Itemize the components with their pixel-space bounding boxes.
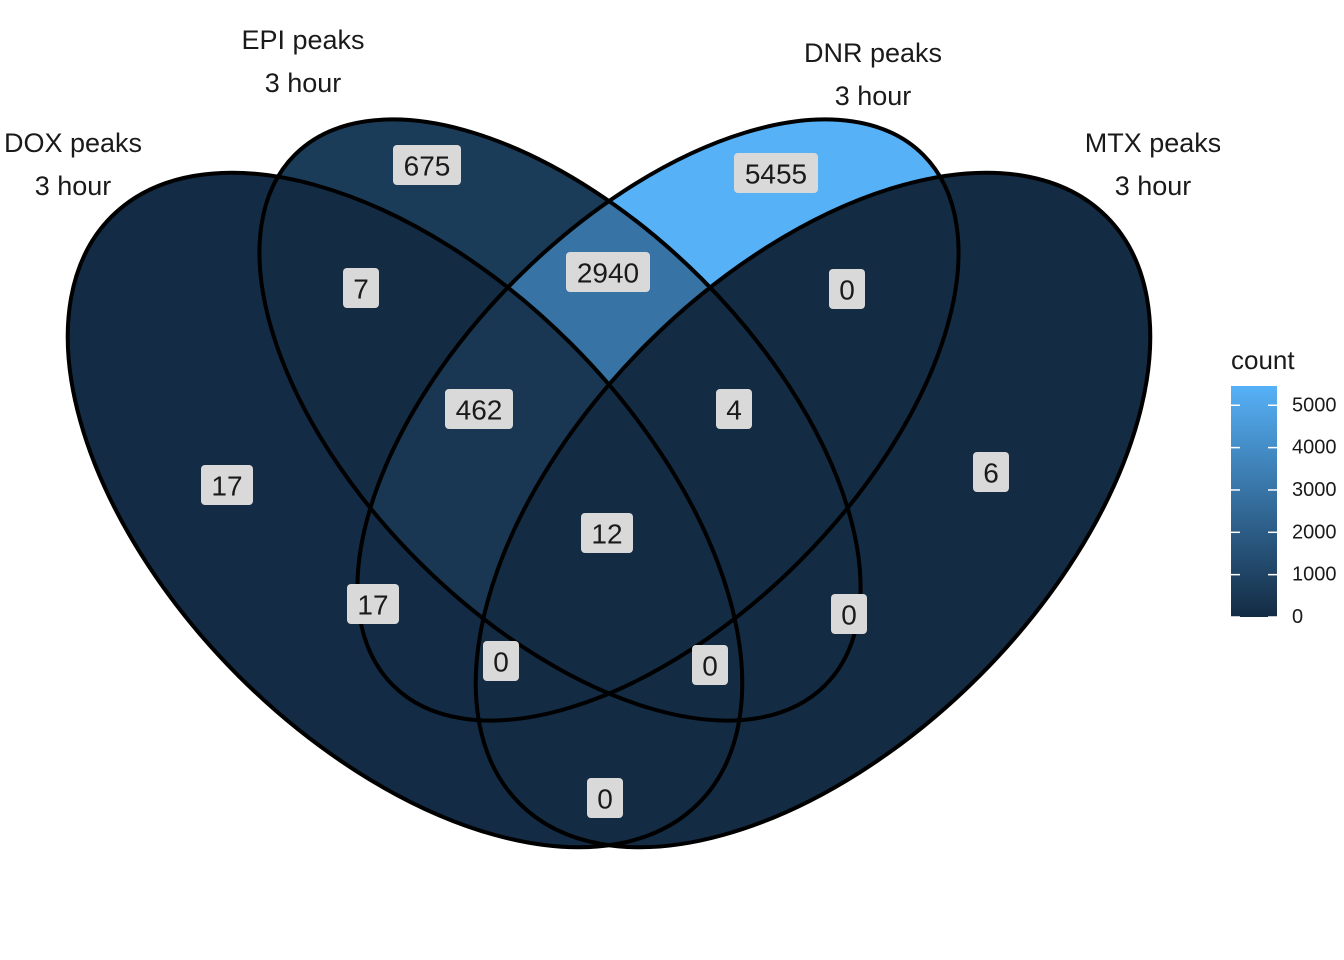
count-box [201,465,253,505]
legend-title: count [1231,345,1295,375]
count-box [393,145,461,185]
legend: count 0 1000 2000 3000 4000 5000 [1231,345,1337,628]
count-label-epi-dnr-mtx: 4 [716,389,752,429]
count-box [347,584,399,624]
set-title-dox: DOX peaks [4,128,142,158]
count-label-epi-mtx: 0 [831,594,867,634]
count-value: 0 [597,784,613,815]
count-value: 675 [404,151,451,182]
count-label-dox-mtx: 0 [587,778,623,818]
count-value: 6 [983,458,999,489]
count-value: 0 [839,275,855,306]
count-label-dox: 17 [201,465,253,505]
legend-tick-label: 5000 [1292,394,1337,416]
set-outline-dnr [355,117,961,723]
legend-tick-label: 4000 [1292,437,1337,459]
set-title-epi: EPI peaks [241,25,364,55]
count-label-dox-epi-mtx: 0 [692,645,728,685]
count-box [587,778,623,818]
count-box [831,594,867,634]
outline-layer [65,117,1153,850]
set-outline-mtx [473,170,1153,850]
count-label-dox-epi-dnr: 462 [445,389,513,429]
count-box [716,389,752,429]
count-label-dnr: 5455 [734,153,818,193]
count-value: 5455 [745,159,807,190]
count-value: 17 [357,590,388,621]
count-box [692,645,728,685]
set-subtitle-epi: 3 hour [265,68,342,98]
count-value: 462 [456,395,503,426]
count-value: 0 [702,651,718,682]
count-box [566,252,650,292]
legend-colorbar [1231,386,1277,617]
set-outline-dox [65,170,745,850]
count-box [734,153,818,193]
count-label-dox-dnr-mtx: 0 [483,641,519,681]
set-title-mtx: MTX peaks [1085,128,1222,158]
set-outline-epi [257,117,863,723]
count-box [581,513,633,553]
count-label-dox-dnr: 17 [347,584,399,624]
count-label-epi-dnr: 2940 [566,252,650,292]
count-value: 4 [726,395,742,426]
count-value: 2940 [577,258,639,289]
count-label-layer: 17 675 5455 6 7 2940 0 17 0 0 462 4 0 0 12 [201,145,1009,818]
count-box [973,452,1009,492]
count-label-dox-epi-dnr-mtx: 12 [581,513,633,553]
region-layer [67,119,1151,849]
plot-area: DOX peaks 3 hour EPI peaks 3 hour DNR peaks 3… [4,25,1222,850]
count-box [483,641,519,681]
set-subtitle-dnr: 3 hour [835,81,912,111]
count-label-mtx: 6 [973,452,1009,492]
count-box [445,389,513,429]
count-label-dnr-mtx: 0 [829,269,865,309]
set-title-layer: DOX peaks 3 hour EPI peaks 3 hour DNR peaks 3… [4,25,1222,201]
count-box [343,268,379,308]
set-title-dnr: DNR peaks [804,38,942,68]
set-subtitle-dox: 3 hour [35,171,112,201]
count-value: 12 [591,519,622,550]
count-value: 17 [211,471,242,502]
count-box [829,269,865,309]
count-label-dox-epi: 7 [343,268,379,308]
count-value: 7 [353,274,369,305]
legend-tick-label: 2000 [1292,521,1337,543]
legend-tick-label: 3000 [1292,479,1337,501]
set-subtitle-mtx: 3 hour [1115,171,1192,201]
legend-tick-label: 1000 [1292,564,1337,586]
legend-tick-label: 0 [1292,606,1303,628]
count-value: 0 [841,600,857,631]
count-value: 0 [493,647,509,678]
count-label-epi: 675 [393,145,461,185]
